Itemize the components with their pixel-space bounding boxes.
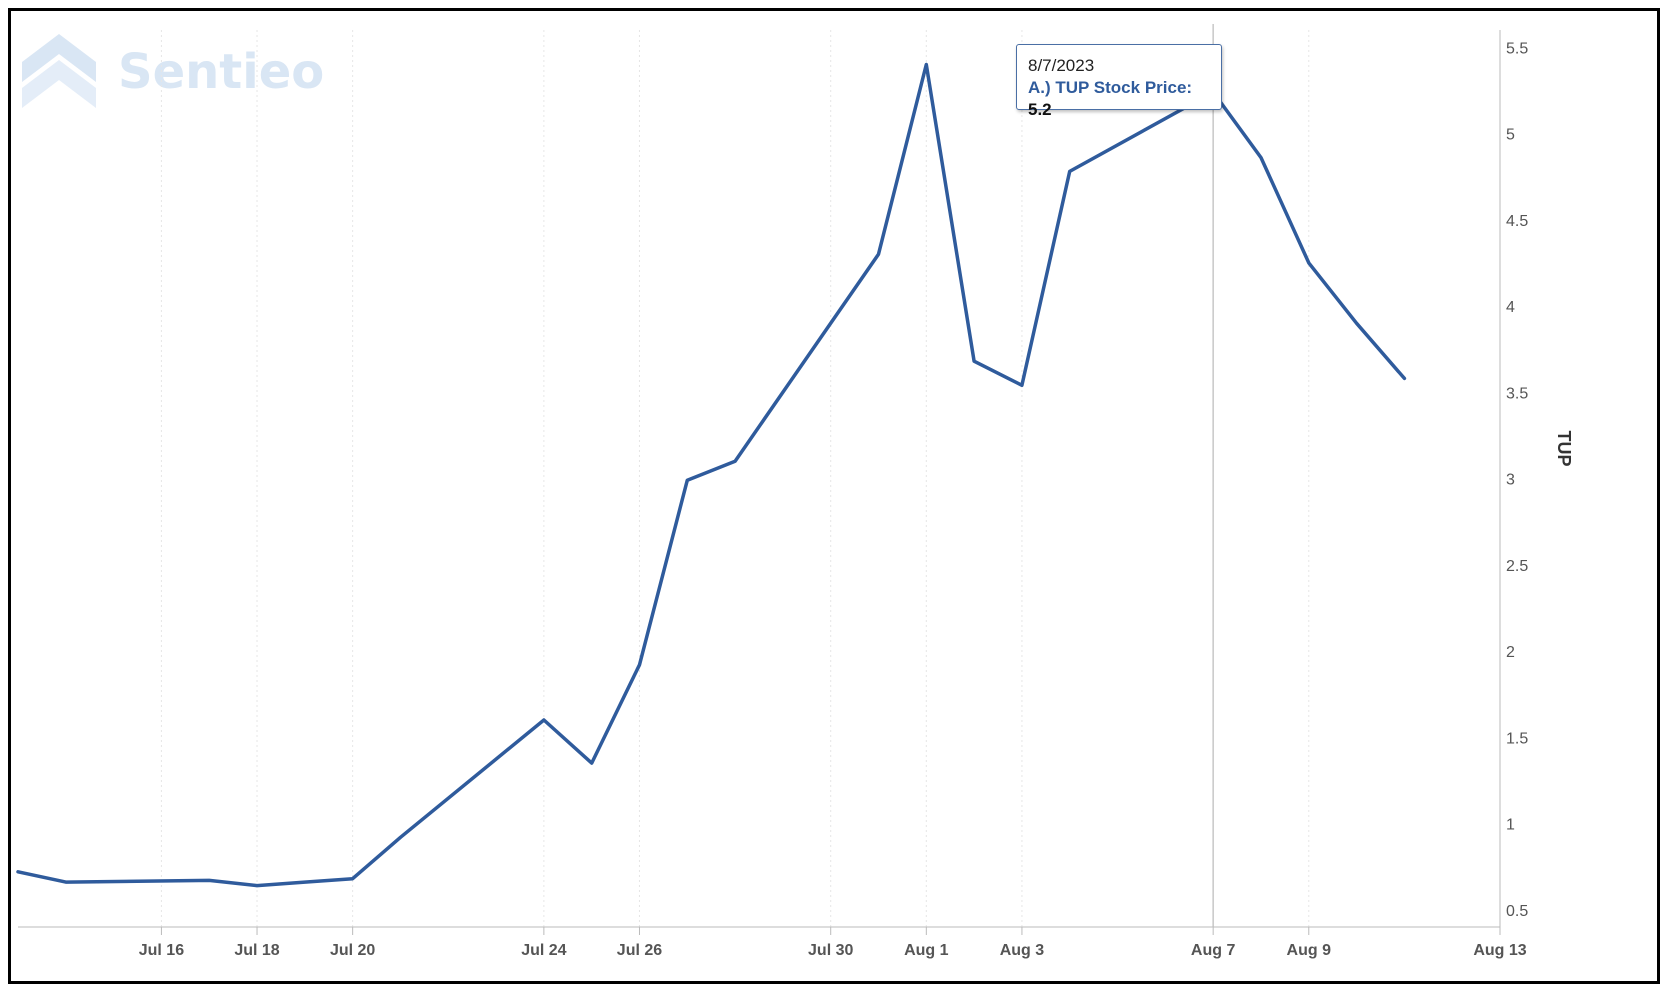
y-tick-label: 5 — [1506, 127, 1515, 144]
series-line-tup-stock-price[interactable] — [16, 62, 1407, 888]
chart-frame — [8, 8, 1660, 984]
y-axis-ticks: 0.5 1 1.5 2 2.5 3 3.5 4 4.5 5 5.5 — [1506, 40, 1528, 920]
y-tick-label: 4 — [1506, 299, 1515, 316]
tooltip-series-label: A.) TUP Stock Price: — [1028, 78, 1193, 97]
data-point[interactable] — [635, 661, 643, 669]
data-point[interactable] — [301, 878, 309, 886]
y-tick-label: 4.5 — [1506, 213, 1528, 230]
x-tick-label: Aug 7 — [1191, 942, 1236, 959]
x-tick-label: Jul 20 — [330, 942, 375, 959]
y-tick-label: 2 — [1506, 644, 1515, 661]
x-tick-label: Jul 30 — [808, 942, 853, 959]
grid-lines — [160, 30, 1501, 927]
data-point[interactable] — [1305, 259, 1313, 267]
y-tick-label: 1.5 — [1506, 730, 1528, 747]
data-point[interactable] — [922, 61, 930, 69]
y-tick-label: 3 — [1506, 472, 1515, 489]
x-tick-label: Jul 24 — [521, 942, 566, 959]
x-tick-label: Aug 9 — [1287, 942, 1332, 959]
data-point[interactable] — [253, 882, 261, 890]
y-axis-title: TUP — [1554, 431, 1574, 467]
data-point[interactable] — [396, 833, 404, 841]
data-point[interactable] — [1018, 381, 1026, 389]
data-point[interactable] — [349, 875, 357, 883]
data-point[interactable] — [205, 876, 213, 884]
sentieo-chevron-logo-icon — [22, 34, 96, 108]
data-point[interactable] — [1353, 319, 1361, 327]
data-point[interactable] — [731, 457, 739, 465]
y-tick-label: 2.5 — [1506, 558, 1528, 575]
data-point[interactable] — [588, 759, 596, 767]
x-tick-label: Aug 3 — [1000, 942, 1045, 959]
tooltip-date: 8/7/2023 — [1028, 56, 1095, 75]
x-tick-label: Jul 16 — [139, 942, 184, 959]
data-tooltip: 8/7/2023 A.) TUP Stock Price: 5.2 — [1016, 44, 1222, 119]
y-tick-label: 5.5 — [1506, 40, 1528, 57]
data-point[interactable] — [1257, 154, 1265, 162]
data-point[interactable] — [540, 716, 548, 724]
sentieo-logo: Sentieo — [22, 34, 324, 108]
x-tick-label: Aug 13 — [1473, 942, 1526, 959]
logo-text: Sentieo — [118, 44, 324, 100]
y-tick-label: 1 — [1506, 817, 1515, 834]
y-tick-label: 0.5 — [1506, 903, 1528, 920]
x-tick-label: Jul 26 — [617, 942, 662, 959]
data-point[interactable] — [14, 868, 22, 876]
data-point[interactable] — [1066, 167, 1074, 175]
data-point[interactable] — [875, 250, 883, 258]
y-tick-label: 3.5 — [1506, 385, 1528, 402]
x-axis-ticks: Jul 16 Jul 18 Jul 20 Jul 24 Jul 26 Jul 30 Aug … — [139, 927, 1527, 959]
axes — [18, 30, 1501, 928]
data-point[interactable] — [970, 357, 978, 365]
x-tick-label: Jul 18 — [234, 942, 279, 959]
x-tick-label: Aug 1 — [904, 942, 949, 959]
data-point[interactable] — [1400, 374, 1408, 382]
tooltip-value: 5.2 — [1028, 100, 1052, 119]
data-point[interactable] — [683, 476, 691, 484]
data-point[interactable] — [62, 878, 70, 886]
series-layer — [14, 61, 1408, 890]
